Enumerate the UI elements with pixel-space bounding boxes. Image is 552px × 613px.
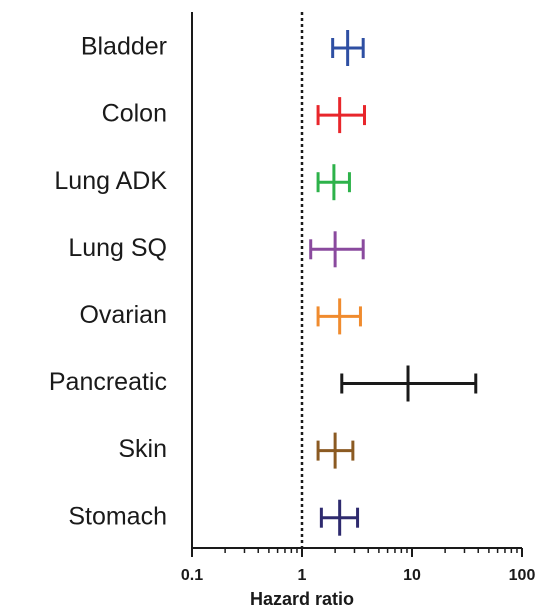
category-label: Lung ADK: [54, 167, 167, 195]
category-label: Bladder: [81, 33, 167, 61]
x-tick-label: 100: [509, 567, 536, 584]
category-label: Colon: [102, 100, 167, 128]
x-tick-label: 10: [403, 567, 421, 584]
category-label: Ovarian: [79, 301, 167, 329]
x-axis-label: Hazard ratio: [250, 589, 354, 609]
category-label: Stomach: [68, 502, 167, 530]
category-label: Skin: [118, 435, 167, 463]
x-tick-label: 1: [298, 567, 307, 584]
category-label: Lung SQ: [68, 234, 167, 262]
x-tick-label: 0.1: [181, 567, 203, 584]
category-label: Pancreatic: [49, 368, 167, 396]
